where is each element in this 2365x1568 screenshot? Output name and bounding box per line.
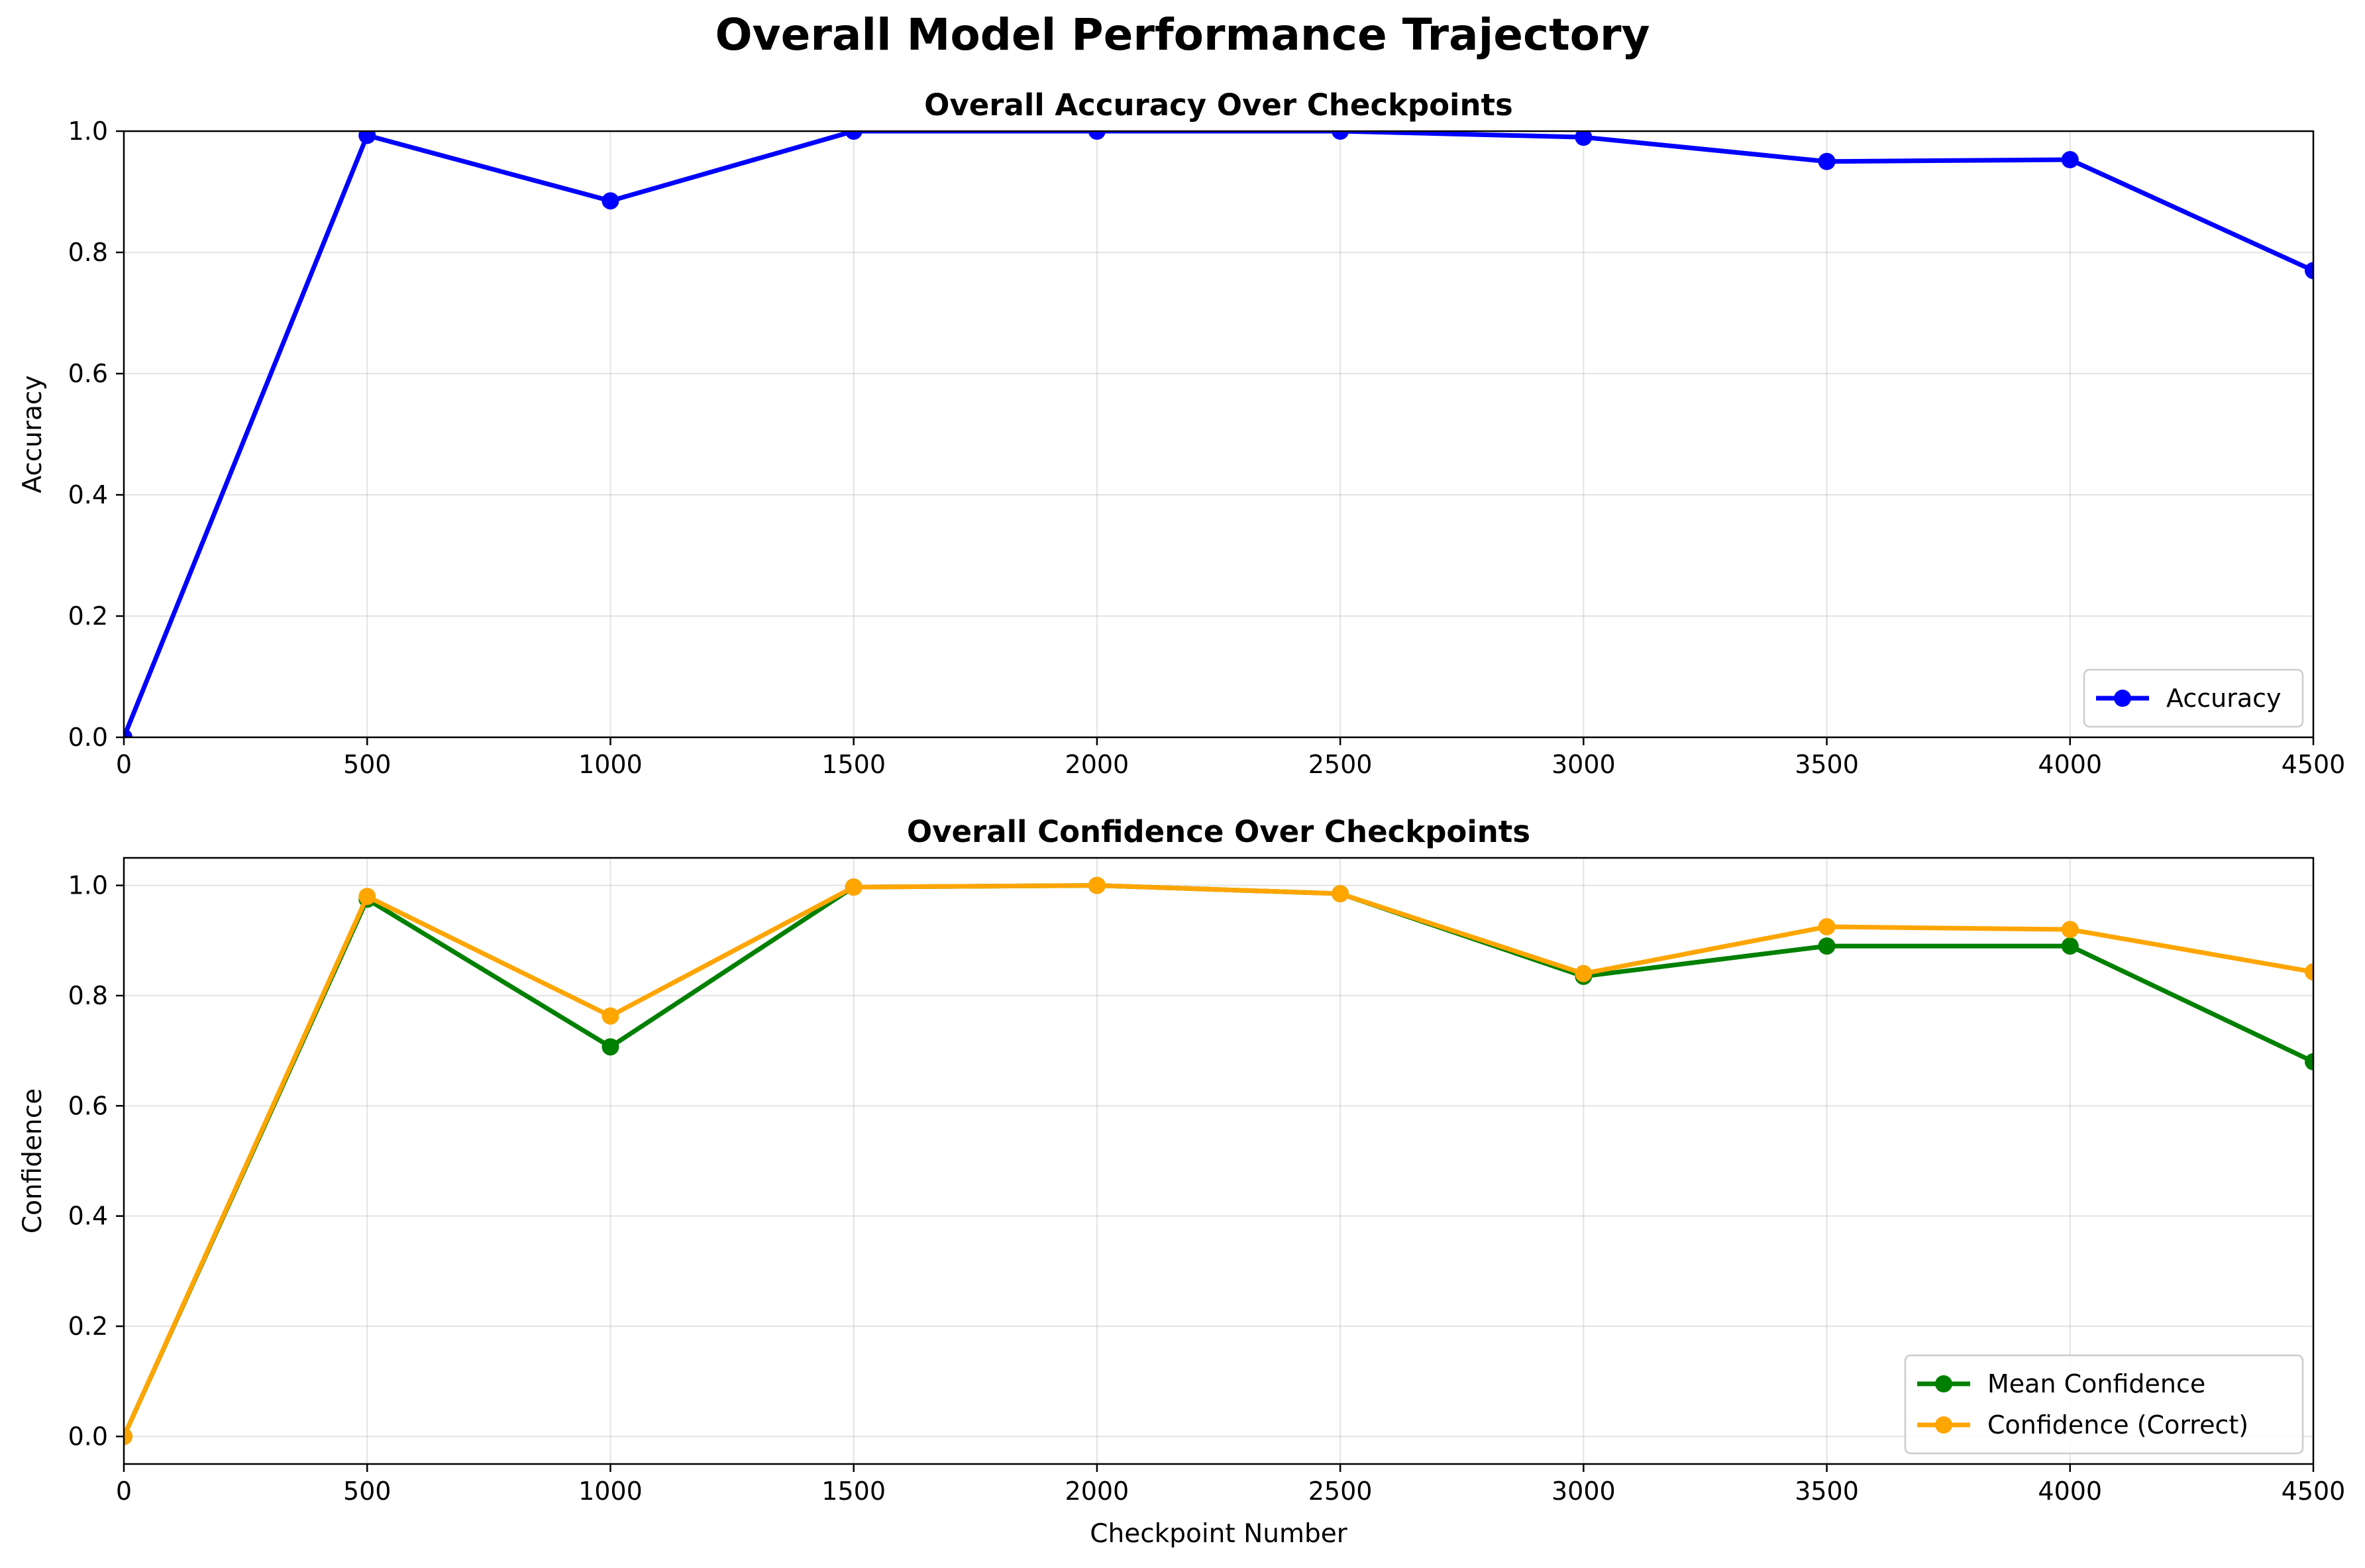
data-point-accuracy-4500 — [2305, 262, 2313, 280]
legend: Accuracy — [2083, 668, 2304, 728]
y-axis-label: Accuracy — [18, 375, 48, 493]
x-tick-label: 2000 — [1065, 1477, 1130, 1506]
x-tick-label: 4500 — [2282, 750, 2346, 779]
y-tick-label: 1.0 — [68, 871, 108, 900]
series-line-mean-confidence — [124, 883, 2313, 1437]
data-point-accuracy-500 — [358, 131, 376, 144]
data-point-mean-confidence-4000 — [2061, 937, 2079, 955]
x-tick-label: 0 — [116, 750, 132, 779]
y-tick-label: 0.8 — [68, 238, 108, 267]
y-tick-label: 0.6 — [68, 1091, 108, 1120]
data-point-confidence-correct-500 — [358, 888, 376, 906]
data-point-confidence-correct-2500 — [1332, 885, 1349, 903]
data-point-confidence-correct-2000 — [1088, 876, 1106, 894]
legend-marker-mean-confidence — [1935, 1375, 1952, 1392]
x-tick-label: 1000 — [578, 750, 643, 779]
accuracy-chart: 0 500 1000 1500 2000 2500 3000 3500 4000 4500 0.0 0… — [18, 87, 2345, 779]
y-tick-label: 0.4 — [68, 480, 108, 509]
legend: Mean Confidence Confidence (Correct) — [1904, 1354, 2304, 1455]
chart-title: Overall Confidence Over Checkpoints — [907, 814, 1530, 849]
plot-frame — [123, 130, 2315, 739]
data-point-accuracy-1000 — [602, 192, 619, 210]
y-tick-label: 0.4 — [68, 1202, 108, 1231]
x-tick-label: 3000 — [1551, 1477, 1616, 1506]
legend-frame — [1904, 1354, 2304, 1455]
legend-label-accuracy: Accuracy — [2166, 684, 2282, 713]
data-point-accuracy-3500 — [1818, 152, 1836, 170]
legend-marker-accuracy — [2114, 690, 2131, 707]
x-axis-label: Checkpoint Number — [1090, 1519, 1347, 1549]
x-tick-label: 2500 — [1308, 1477, 1373, 1506]
data-point-accuracy-3000 — [1575, 131, 1593, 146]
data-point-mean-confidence-4500 — [2305, 1053, 2313, 1071]
data-point-accuracy-2000 — [1088, 131, 1106, 140]
y-tick-label: 0.6 — [68, 359, 108, 388]
series-line-confidence-correct — [124, 883, 2313, 1437]
series-accuracy — [124, 131, 2313, 737]
data-point-confidence-correct-3000 — [1575, 965, 1593, 982]
x-tick-label: 1500 — [821, 750, 886, 779]
legend-frame — [2083, 668, 2304, 728]
y-tick-label: 0.0 — [68, 723, 108, 752]
legend-marker-confidence-correct — [1935, 1416, 1952, 1434]
y-tick-label: 0.8 — [68, 981, 108, 1010]
data-point-confidence-correct-1500 — [845, 878, 863, 896]
data-point-mean-confidence-3500 — [1818, 937, 1836, 955]
x-tick-label: 4500 — [2282, 1477, 2346, 1506]
x-tick-label: 3500 — [1795, 1477, 1859, 1506]
data-point-confidence-correct-1000 — [602, 1007, 619, 1025]
figure-title: Overall Model Performance Trajectory — [715, 9, 1650, 60]
y-tick-label: 1.0 — [68, 117, 108, 146]
x-tick-label: 1500 — [821, 1477, 886, 1506]
data-point-accuracy-2500 — [1332, 131, 1349, 140]
chart-title: Overall Accuracy Over Checkpoints — [924, 87, 1513, 123]
confidence-chart: 0 500 1000 1500 2000 2500 3000 3500 4000 4500 0.0 0… — [18, 814, 2345, 1549]
x-tick-label: 4000 — [2038, 750, 2102, 779]
x-tick-label: 1000 — [578, 1477, 643, 1506]
x-tick-label: 500 — [343, 1477, 392, 1506]
x-tick-label: 3000 — [1551, 750, 1616, 779]
data-point-confidence-correct-0 — [124, 1428, 132, 1445]
plot-frame — [123, 857, 2315, 1465]
y-tick-label: 0.0 — [68, 1422, 108, 1451]
data-point-accuracy-0 — [124, 729, 132, 737]
x-tick-label: 2500 — [1308, 750, 1373, 779]
series-confidence-correct — [124, 876, 2313, 1445]
y-tick-label: 0.2 — [68, 1312, 108, 1341]
data-point-accuracy-1500 — [845, 131, 863, 140]
data-point-accuracy-4000 — [2061, 151, 2079, 169]
x-tick-label: 3500 — [1795, 750, 1859, 779]
legend-label-confidence-correct: Confidence (Correct) — [1987, 1410, 2248, 1439]
data-point-confidence-correct-4500 — [2305, 963, 2313, 981]
data-point-confidence-correct-3500 — [1818, 917, 1836, 935]
x-tick-label: 2000 — [1065, 750, 1130, 779]
grid-lines — [123, 131, 2314, 738]
series-line-accuracy — [124, 131, 2313, 737]
data-point-mean-confidence-1000 — [602, 1038, 619, 1056]
y-axis-label: Confidence — [18, 1088, 48, 1233]
x-tick-label: 500 — [343, 750, 392, 779]
legend-label-mean-confidence: Mean Confidence — [1987, 1369, 2205, 1398]
x-tick-label: 4000 — [2038, 1477, 2102, 1506]
data-point-confidence-correct-4000 — [2061, 921, 2079, 939]
x-tick-label: 0 — [116, 1477, 132, 1506]
grid-lines — [123, 858, 2314, 1464]
y-tick-label: 0.2 — [68, 601, 108, 631]
